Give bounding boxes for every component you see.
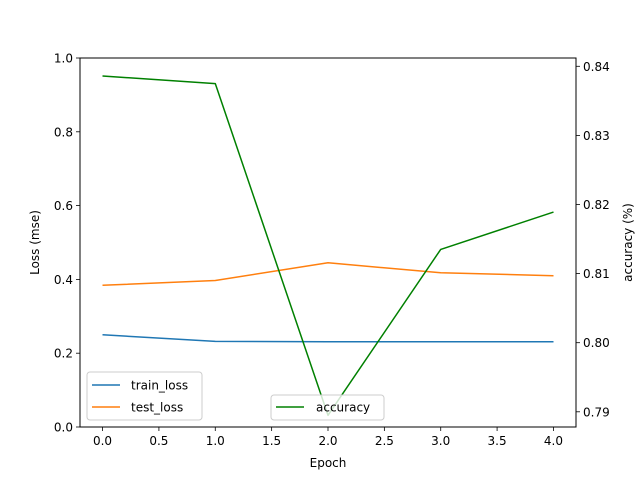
- y2-tick-label: 0.80: [583, 336, 610, 350]
- plot-lines: [102, 75, 554, 417]
- x-tick-label: 1.0: [206, 434, 225, 448]
- legend-loss-box: [86, 371, 203, 421]
- x-tick-label: 3.0: [431, 434, 450, 448]
- y2-axis-label: accuracy (%): [621, 203, 635, 282]
- y-tick-label: 0.2: [54, 347, 73, 361]
- series-line-test-loss: [102, 262, 554, 287]
- y-axis-ticks: 0.0 0.2 0.4 0.6 0.8 1.0: [54, 52, 80, 435]
- legend-accuracy: accuracy: [270, 394, 385, 421]
- y-tick-label: 0.0: [54, 421, 73, 435]
- legend-loss: train_loss test_loss: [86, 371, 203, 421]
- x-tick-label: 0.0: [93, 434, 112, 448]
- y-axis-label: Loss (mse): [28, 210, 42, 275]
- legend-label-test-loss: test_loss: [131, 401, 183, 415]
- x-tick-label: 0.5: [149, 434, 168, 448]
- x-tick-label: 1.5: [262, 434, 281, 448]
- legend-accuracy-box: [270, 394, 385, 421]
- series-line-accuracy: [102, 75, 554, 417]
- y2-tick-label: 0.81: [583, 267, 610, 281]
- x-tick-label: 3.5: [488, 434, 507, 448]
- x-axis-label: Epoch: [310, 456, 347, 470]
- y2-tick-label: 0.83: [583, 129, 610, 143]
- y2-tick-label: 0.79: [583, 405, 610, 419]
- legend-label-accuracy: accuracy: [316, 401, 370, 415]
- x-tick-label: 2.5: [375, 434, 394, 448]
- x-tick-label: 4.0: [544, 434, 563, 448]
- y-tick-label: 1.0: [54, 52, 73, 66]
- y-tick-label: 0.4: [54, 273, 73, 287]
- y-tick-label: 0.8: [54, 125, 73, 139]
- x-axis-ticks: 0.0 0.5 1.0 1.5 2.0 2.5 3.0 3.5 4.0: [93, 427, 563, 448]
- y2-tick-label: 0.82: [583, 198, 610, 212]
- y2-axis-ticks: 0.79 0.80 0.81 0.82 0.83 0.84: [576, 60, 610, 419]
- y2-tick-label: 0.84: [583, 60, 610, 74]
- legend-label-train-loss: train_loss: [131, 379, 188, 393]
- y-tick-label: 0.6: [54, 199, 73, 213]
- x-tick-label: 2.0: [318, 434, 337, 448]
- series-line-train-loss: [102, 334, 554, 343]
